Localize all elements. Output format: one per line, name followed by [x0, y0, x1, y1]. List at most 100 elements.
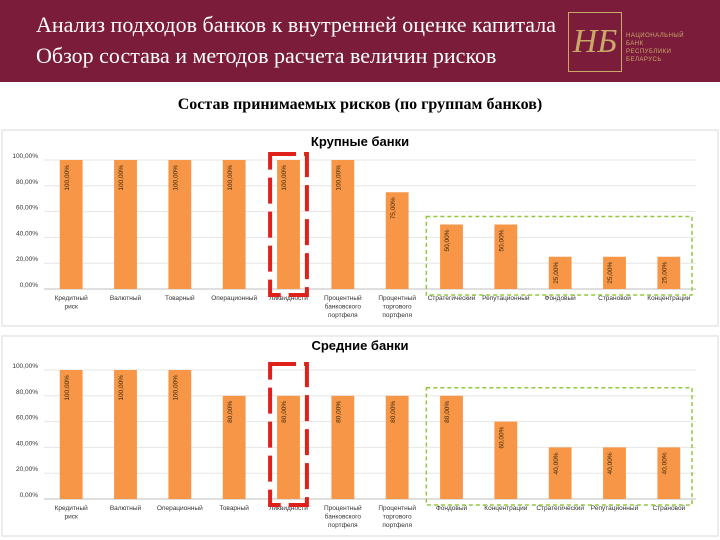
bar-value-label: 80,00%: [336, 401, 343, 423]
category-label: Процентный: [378, 294, 416, 302]
category-label: портфеля: [382, 312, 412, 319]
y-tick-label: 60,00%: [16, 415, 38, 422]
bar-value-label: 40,00%: [662, 452, 669, 474]
chart-title: Крупные банки: [311, 134, 409, 149]
logo-text-line: РЕСПУБЛИКИ: [626, 49, 672, 55]
bar: [114, 160, 137, 289]
bar: [440, 395, 463, 499]
y-tick-label: 20,00%: [16, 466, 38, 473]
category-label: портфеля: [328, 522, 358, 529]
y-tick-label: 0,00%: [20, 492, 39, 499]
category-label: Товарный: [165, 294, 195, 302]
bar: [494, 421, 518, 499]
chart-title: Средние банки: [311, 338, 408, 353]
category-label: Стратегический: [428, 294, 476, 302]
bar: [657, 447, 681, 499]
category-label: Страновой: [652, 504, 685, 512]
bar: [385, 395, 409, 499]
bar: [331, 395, 355, 499]
bar-value-label: 100,00%: [64, 165, 71, 191]
category-label: банковского: [325, 303, 362, 311]
category-label: Операционный: [211, 294, 257, 302]
bar-value-label: 50,00%: [499, 229, 506, 251]
bar-value-label: 75,00%: [390, 197, 397, 219]
bar-value-label: 40,00%: [607, 452, 614, 474]
national-bank-logo: НБ НАЦИОНАЛЬНЫЙ БАНК РЕСПУБЛИКИ БЕЛАРУСЬ: [560, 6, 710, 76]
chart-frame: [1, 335, 719, 537]
bar-value-label: 80,00%: [444, 401, 451, 423]
bar: [331, 160, 355, 289]
bar-value-label: 100,00%: [227, 165, 234, 191]
category-label: Ликвидности: [269, 295, 308, 302]
category-label: Страновой: [598, 294, 631, 302]
category-label: торгового: [383, 514, 412, 521]
category-label: Товарный: [219, 504, 249, 512]
bar-value-label: 100,00%: [173, 165, 180, 191]
chart-large-banks: Крупные банки 0,00% 20,00% 40,00% 60,00% 80,0…: [1, 129, 719, 327]
category-label: Стратегический: [536, 504, 584, 512]
category-label: Операционный: [157, 504, 203, 512]
bar-value-label: 100,00%: [336, 165, 343, 191]
bar: [168, 160, 192, 289]
category-label: Репутационный: [482, 294, 530, 302]
category-label: Валютный: [110, 504, 142, 512]
bar-value-label: 40,00%: [553, 452, 560, 474]
bar-value-label: 100,00%: [118, 165, 125, 191]
category-label: Фондовый: [545, 294, 577, 302]
y-tick-label: 0,00%: [20, 282, 39, 289]
slide-title-line2: Обзор состава и методов расчета величин …: [36, 43, 497, 68]
y-tick-label: 40,00%: [16, 440, 38, 447]
bar-value-label: 100,00%: [118, 375, 125, 401]
slide-title-line1: Анализ подходов банков к внутренней оцен…: [36, 12, 556, 37]
category-label: Валютный: [110, 294, 142, 302]
category-label: портфеля: [328, 312, 358, 319]
bar-value-label: 25,00%: [607, 262, 614, 284]
bar: [59, 160, 83, 289]
bar: [440, 224, 463, 289]
bar-value-label: 80,00%: [227, 401, 234, 423]
y-tick-label: 60,00%: [16, 205, 38, 212]
slide-header: Анализ подходов банков к внутренней оцен…: [0, 0, 720, 82]
logo-text-line: НАЦИОНАЛЬНЫЙ: [626, 33, 685, 39]
bar: [222, 395, 246, 499]
bar: [59, 370, 83, 499]
slide-subtitle: Состав принимаемых рисков (по группам ба…: [177, 96, 543, 113]
bar: [657, 256, 681, 289]
logo-monogram: НБ: [568, 12, 622, 72]
category-label: Кредитный: [55, 504, 89, 512]
highlight-red-box: [268, 362, 309, 507]
bar-value-label: 80,00%: [281, 401, 288, 423]
bar: [114, 370, 137, 499]
category-label: Концентрации: [647, 295, 690, 302]
category-label: Ликвидности: [269, 505, 308, 512]
bar-value-label: 100,00%: [173, 375, 180, 401]
category-label: портфеля: [382, 522, 412, 529]
logo-text: НАЦИОНАЛЬНЫЙ БАНК РЕСПУБЛИКИ БЕЛАРУСЬ: [626, 32, 706, 64]
category-label: банковского: [325, 513, 362, 521]
bar-value-label: 50,00%: [444, 229, 451, 251]
highlight-red-box: [268, 152, 309, 297]
category-label: Фондовый: [436, 504, 468, 512]
y-tick-label: 80,00%: [16, 389, 38, 396]
bar-value-label: 25,00%: [662, 262, 669, 284]
category-label: Репутационный: [591, 504, 639, 512]
highlight-green-box: [425, 387, 693, 506]
chart-medium-banks: Средние банки 0,00% 20,00% 40,00% 60,00% 80,0…: [1, 335, 719, 537]
logo-text-line: БЕЛАРУСЬ: [626, 57, 662, 63]
bar: [222, 160, 246, 289]
bar-value-label: 80,00%: [390, 401, 397, 423]
bar: [494, 224, 518, 289]
bar-value-label: 100,00%: [64, 375, 71, 401]
category-label: риск: [64, 514, 77, 521]
category-label: Процентный: [378, 504, 416, 512]
bar: [603, 447, 626, 499]
highlight-green-box: [425, 215, 693, 296]
category-label: Процентный: [324, 294, 362, 302]
bar: [548, 447, 572, 499]
logo-text-line: БАНК: [626, 41, 644, 47]
y-tick-label: 100,00%: [12, 363, 38, 370]
bar-value-label: 25,00%: [553, 262, 560, 284]
bar-value-label: 100,00%: [281, 165, 288, 191]
y-tick-label: 100,00%: [12, 153, 38, 160]
bar: [548, 256, 572, 289]
